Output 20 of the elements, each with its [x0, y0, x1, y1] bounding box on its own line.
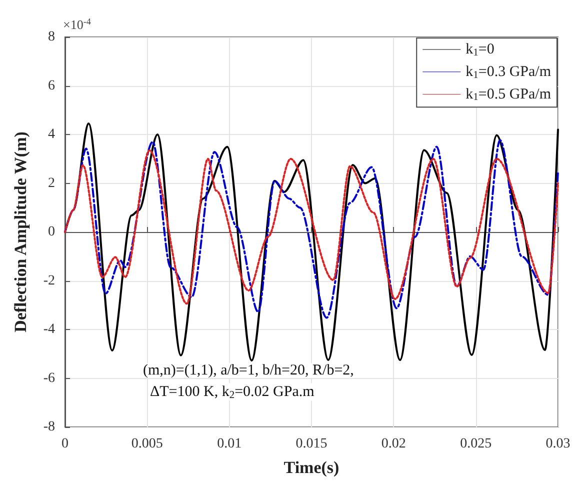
- x-tick-label: 0: [62, 436, 68, 452]
- x-tick-label: 0.015: [296, 436, 328, 452]
- line-series: [64, 122, 559, 362]
- y-tick-label: 6: [48, 78, 55, 94]
- annotation: (m,n)=(1,1), a/b=1, b/h=20, R/b=2,: [143, 362, 354, 378]
- y-tick-label: -8: [43, 420, 55, 434]
- x-tick-label: 0.01: [217, 436, 242, 452]
- y-tick-label: 8: [48, 30, 55, 44]
- y-tick-label: -4: [43, 322, 55, 337]
- x-tick-label: 0.005: [131, 436, 163, 452]
- x-axis-title: Time(s): [284, 458, 340, 477]
- y-tick-label: -6: [43, 370, 55, 386]
- y-tick-label: 0: [48, 224, 55, 240]
- x-tick-label: 0.025: [460, 436, 492, 452]
- y-tick-label: -2: [43, 273, 55, 288]
- y-axis-title: Deflection Amplitude W(m): [11, 132, 30, 332]
- y-tick-label: 2: [48, 176, 55, 191]
- x-tick-label: 0.03: [546, 436, 570, 452]
- x-tick-label: 0.02: [381, 436, 406, 452]
- y-tick-label: 4: [48, 127, 55, 142]
